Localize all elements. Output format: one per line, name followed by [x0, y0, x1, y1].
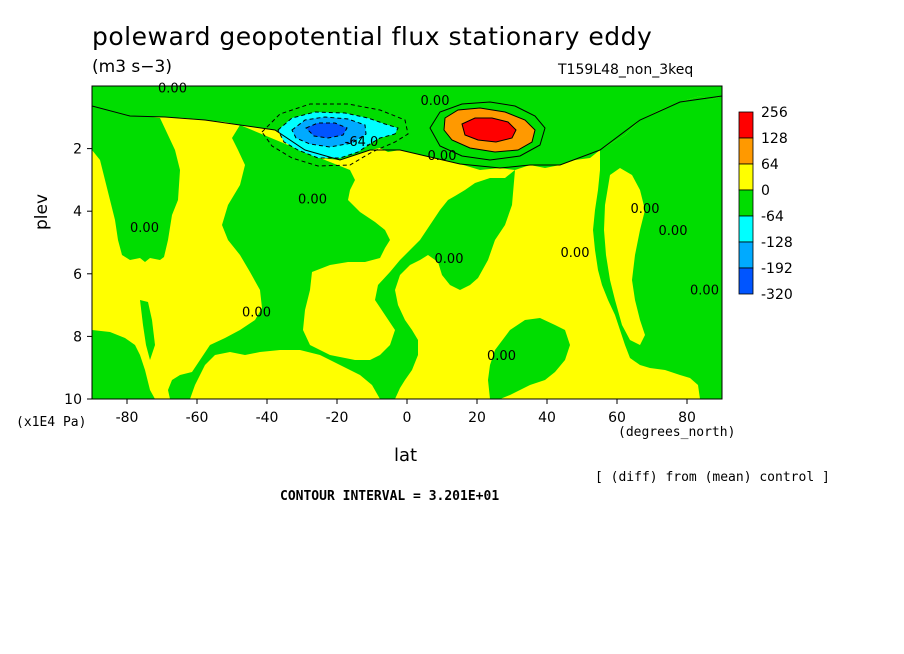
colorbar-label: -64: [761, 209, 784, 225]
x-axis-ticks: -80 -60 -40 -20 0 20 40 60 80: [116, 399, 696, 426]
x-tick-label: -80: [116, 410, 139, 426]
x-tick-label: 80: [678, 410, 696, 426]
colorbar-swatch: [738, 163, 754, 191]
contour-label: 0.00: [690, 283, 719, 298]
zero-contour-top: [92, 95, 722, 169]
colorbar-label: 256: [761, 105, 788, 121]
contour-label: 0.00: [487, 349, 516, 364]
x-axis-label: lat: [394, 445, 418, 466]
x-tick-label: 40: [538, 410, 556, 426]
x-tick-label: 60: [608, 410, 626, 426]
x-tick-label: 0: [403, 410, 412, 426]
pos-max-contour-1: [429, 101, 546, 161]
neg-min-contour-4: [305, 122, 348, 139]
contour-interval: CONTOUR INTERVAL = 3.201E+01: [280, 489, 500, 504]
colorbar-swatch: [738, 111, 754, 139]
neg-min-contour-2: [277, 111, 399, 159]
neg-min-deep-blue: [306, 123, 347, 138]
contour-label: 0.00: [421, 94, 450, 109]
contour-label: 0.00: [242, 305, 271, 320]
y-tick-label: 10: [64, 392, 82, 408]
colorbar-label: -128: [761, 235, 793, 251]
contour-label: 0.00: [435, 252, 464, 267]
x-tick-label: -40: [256, 410, 279, 426]
colorbar-label: 128: [761, 131, 788, 147]
run-label: T159L48_non_3keq: [558, 62, 694, 78]
y-tick-label: 8: [73, 329, 82, 345]
x-tick-label: 20: [468, 410, 486, 426]
x-tick-label: -20: [326, 410, 349, 426]
contour-labels: 0.00 0.00 -64.0 0.00 0.00 0.00 0.00 0.00 0.00 0.0…: [130, 82, 719, 365]
contour-label: 0.00: [158, 82, 187, 97]
diff-note: [ (diff) from (mean) control ]: [595, 470, 830, 485]
neg-region-southeast: [488, 318, 570, 399]
chart-title: poleward geopotential flux stationary ed…: [92, 22, 653, 51]
contour-label: -64.0: [345, 135, 379, 150]
colorbar-swatch: [738, 215, 754, 243]
pos-max-red: [462, 118, 516, 142]
neg-min-contour-1: [261, 103, 409, 167]
contour-label: 0.00: [659, 224, 688, 239]
colorbar-label: 64: [761, 157, 779, 173]
colorbar-swatch: [738, 137, 754, 165]
neg-region-west-bottom: [92, 330, 155, 399]
neg-region-west: [92, 106, 180, 262]
contour-label: 0.00: [631, 202, 660, 217]
colorbar-label: -192: [761, 261, 793, 277]
y-tick-label: 4: [73, 204, 82, 220]
colorbar-label: 0: [761, 183, 770, 199]
neg-region-east-inner: [604, 168, 645, 345]
contour-label: 0.00: [298, 193, 327, 208]
colorbar-swatch: [738, 267, 754, 295]
chart-units: (m3 s−3): [92, 57, 172, 77]
colorbar-label: -320: [761, 287, 793, 303]
colorbar-swatch: [738, 189, 754, 217]
x-axis-units: (degrees_north): [618, 425, 736, 440]
y-tick-label: 6: [73, 267, 82, 283]
colorbar: 256 128 64 0 -64 -128 -192 -320: [738, 105, 793, 303]
neg-region-spike: [140, 300, 155, 360]
pos-max-contour-2: [443, 107, 536, 153]
y-tick-label: 2: [73, 142, 82, 158]
neg-min-contour-3: [291, 116, 367, 148]
x-tick-label: -60: [186, 410, 209, 426]
contour-label: 0.00: [561, 246, 590, 261]
y-axis-units: (x1E4 Pa): [16, 415, 87, 430]
neg-region-central: [168, 125, 515, 399]
y-axis-ticks: 2 4 6 8 10: [64, 142, 92, 408]
colorbar-swatch: [738, 241, 754, 269]
contour-label: 0.00: [130, 221, 159, 236]
pos-max-contour-3: [461, 117, 517, 143]
contour-label: 0.00: [428, 149, 457, 164]
